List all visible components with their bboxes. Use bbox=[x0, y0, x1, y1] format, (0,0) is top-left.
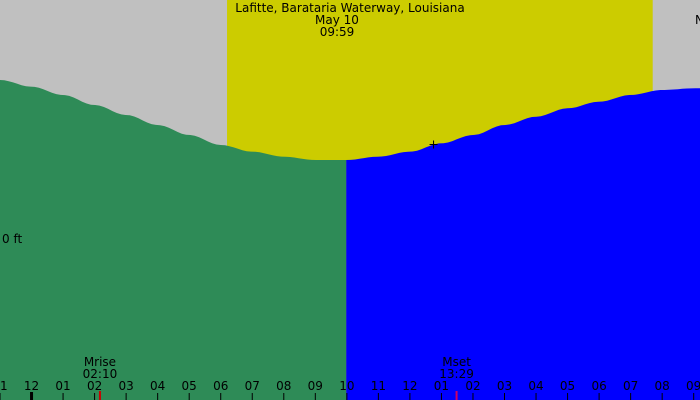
moon-event-time: 13:29 bbox=[439, 367, 474, 381]
x-tick-label: 04 bbox=[528, 379, 543, 393]
moon-event-label: Mrise bbox=[84, 355, 116, 369]
x-tick-label: 10 bbox=[339, 379, 354, 393]
chart-title-time: 09:59 bbox=[320, 25, 355, 39]
x-axis-ticks: 11 12 01 02 03 04 05 06 07 08 09 10 11 12 01 02 03 04 05 06… bbox=[0, 379, 700, 400]
x-tick-label: 02 bbox=[87, 379, 102, 393]
x-tick-label: 08 bbox=[655, 379, 670, 393]
x-tick-label: 08 bbox=[276, 379, 291, 393]
right-edge-label: N bbox=[695, 13, 700, 27]
y-zero-label: 0 ft bbox=[2, 232, 22, 246]
x-tick-label: 09 bbox=[686, 379, 700, 393]
x-tick-label: 03 bbox=[497, 379, 512, 393]
x-tick-label: 12 bbox=[402, 379, 417, 393]
x-tick-label: 07 bbox=[623, 379, 638, 393]
x-tick-label: 05 bbox=[182, 379, 197, 393]
x-tick-label: 04 bbox=[150, 379, 165, 393]
moon-event-label: Mset bbox=[442, 355, 471, 369]
current-position-crosshair bbox=[429, 140, 438, 149]
x-tick-label: 06 bbox=[213, 379, 228, 393]
x-tick-label: 02 bbox=[465, 379, 480, 393]
x-tick-label: 06 bbox=[591, 379, 606, 393]
tide-area-past bbox=[0, 80, 347, 400]
x-tick-label: 12 bbox=[24, 379, 39, 393]
x-tick-label: 09 bbox=[308, 379, 323, 393]
x-tick-label: 07 bbox=[245, 379, 260, 393]
tide-area-future bbox=[346, 88, 700, 400]
moon-event-time: 02:10 bbox=[83, 367, 118, 381]
x-tick-label: 01 bbox=[55, 379, 70, 393]
x-tick-label: 11 bbox=[0, 379, 8, 393]
chart-title-date: May 10 bbox=[315, 13, 359, 27]
chart-title-location: Lafitte, Barataria Waterway, Louisiana bbox=[235, 1, 464, 15]
x-tick-label: 03 bbox=[118, 379, 133, 393]
x-tick-label: 01 bbox=[434, 379, 449, 393]
x-tick-label: 11 bbox=[371, 379, 386, 393]
x-tick-label: 05 bbox=[560, 379, 575, 393]
